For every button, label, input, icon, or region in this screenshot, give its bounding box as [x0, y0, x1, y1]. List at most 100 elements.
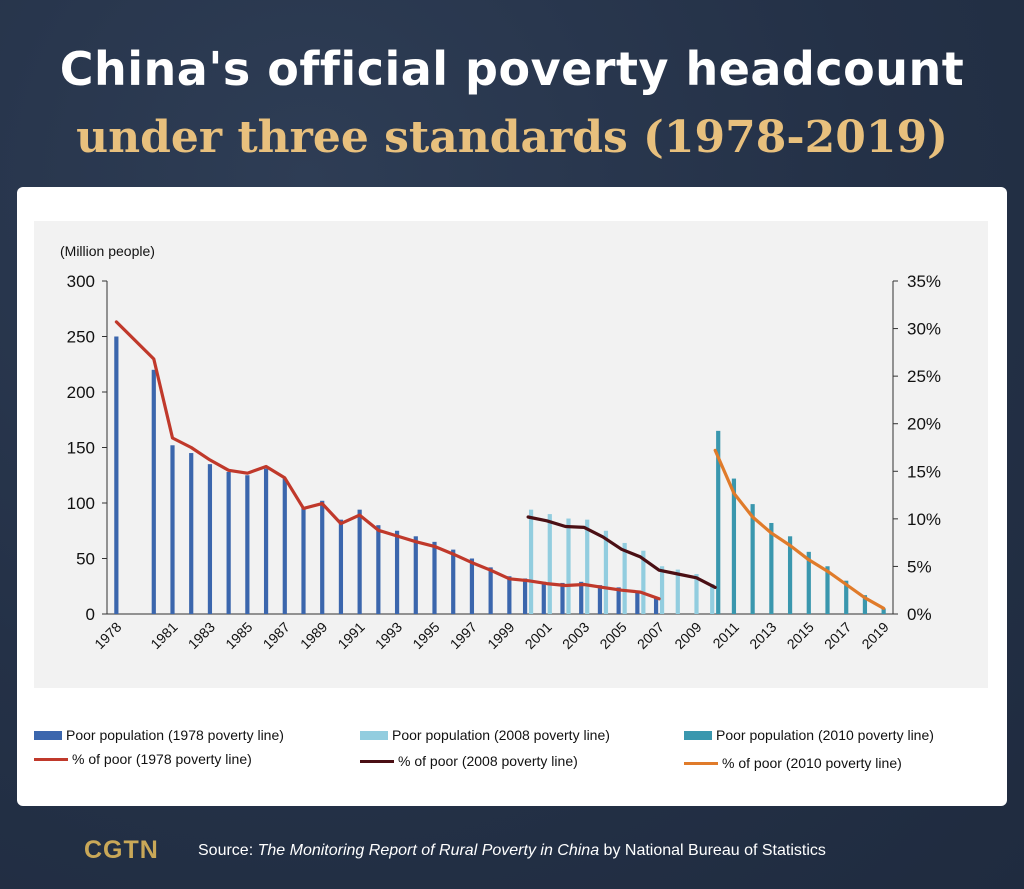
bar-2008-2008 — [675, 569, 680, 614]
bar-1978-2007 — [653, 597, 659, 614]
y-tick-label-left: 150 — [67, 439, 95, 458]
legend-swatch-line-2008 — [360, 759, 394, 763]
bar-2010-2014 — [787, 536, 793, 614]
legend-swatch-bar-1978 — [34, 730, 62, 740]
legend-item-bar-2010: Poor population (2010 poverty line) — [684, 727, 934, 743]
bar-2010-2010 — [716, 430, 721, 614]
y-tick-label-right: 5% — [907, 557, 932, 576]
x-tick-label: 1985 — [222, 619, 255, 652]
legend-label: Poor population (2008 poverty line) — [392, 727, 610, 743]
bar-2010-2011 — [731, 478, 737, 614]
legend-item-line-2008: % of poor (2008 poverty line) — [360, 753, 578, 769]
x-tick-label: 1993 — [372, 619, 405, 652]
bar-1978-2000 — [522, 578, 528, 614]
bar-1978-1987 — [282, 478, 287, 614]
line-2008 — [526, 515, 717, 590]
bar-2008-2010 — [710, 584, 715, 614]
bar-1978-2003 — [579, 581, 584, 614]
x-tick-label: 2005 — [596, 619, 629, 652]
y-tick-label-left: 250 — [67, 328, 95, 347]
bar-2010-2013 — [769, 522, 774, 614]
bar-1978-1995 — [432, 541, 437, 614]
x-tick-label: 1989 — [297, 619, 330, 652]
source-prefix: Source: — [198, 842, 258, 859]
x-tick-label: 2003 — [559, 619, 592, 652]
bar-1978-1990 — [338, 519, 344, 614]
x-tick-label: 2011 — [709, 619, 742, 652]
x-tick-label: 1995 — [409, 619, 442, 652]
x-tick-label: 2007 — [634, 619, 667, 652]
bar-1978-2006 — [635, 590, 640, 614]
legend-swatch-bar-2008 — [360, 730, 388, 740]
line-2010 — [713, 448, 886, 610]
x-tick-label: 2009 — [671, 619, 704, 652]
bar-1978-1997 — [469, 558, 475, 614]
y-tick-label-right: 20% — [907, 415, 941, 434]
legend-item-line-2010: % of poor (2010 poverty line) — [684, 755, 902, 771]
bar-2008-2000 — [528, 509, 534, 614]
x-tick-label: 1978 — [91, 619, 124, 652]
x-tick-label: 1999 — [484, 619, 517, 652]
bar-2008-2009 — [694, 574, 699, 614]
bar-1978-1986 — [263, 468, 269, 614]
line-1978 — [114, 320, 661, 601]
legend-swatch-line-1978 — [34, 757, 68, 761]
y-tick-label-right: 10% — [907, 510, 941, 529]
source-suffix: by National Bureau of Statistics — [599, 842, 826, 859]
bar-1978-1985 — [245, 475, 250, 614]
bar-1978-1998 — [488, 567, 493, 614]
bar-1978-1980 — [151, 369, 156, 614]
legend-swatch-line-2010 — [684, 761, 718, 765]
source-title: The Monitoring Report of Rural Poverty i… — [257, 842, 600, 859]
legend-label: % of poor (2010 poverty line) — [722, 755, 902, 771]
y-tick-label-left: 50 — [76, 550, 95, 569]
bar-1978-1989 — [320, 500, 325, 614]
legend-label: % of poor (1978 poverty line) — [72, 751, 252, 767]
legend-item-bar-1978: Poor population (1978 poverty line) — [34, 727, 284, 743]
x-tick-label: 2001 — [522, 619, 555, 652]
x-tick-label: 2019 — [858, 619, 891, 652]
x-tick-label: 1987 — [260, 619, 293, 652]
bar-2010-2012 — [750, 504, 755, 614]
bar-1978-2002 — [560, 582, 565, 614]
x-tick-label: 2017 — [821, 619, 854, 652]
bar-2008-2005 — [622, 542, 627, 614]
bar-2010-2016 — [825, 566, 830, 614]
x-tick-label: 1997 — [447, 619, 480, 652]
y-tick-label-right: 15% — [907, 462, 941, 481]
bar-1978-1993 — [394, 530, 400, 614]
bar-2008-2007 — [659, 566, 665, 614]
legend-item-bar-2008: Poor population (2008 poverty line) — [360, 727, 610, 743]
bar-1978-1982 — [189, 453, 194, 614]
bar-1978-1981 — [170, 445, 175, 614]
y-tick-label-right: 0% — [907, 605, 932, 624]
bar-2010-2019 — [881, 608, 886, 614]
y-tick-label-left: 0 — [86, 605, 95, 624]
cgtn-logo: CGTN — [84, 836, 159, 864]
x-tick-label: 1981 — [147, 619, 180, 652]
legend-item-line-1978: % of poor (1978 poverty line) — [34, 751, 252, 767]
bar-2010-2017 — [844, 580, 849, 614]
source-note: Source: The Monitoring Report of Rural P… — [198, 842, 826, 860]
y-tick-label-left: 100 — [67, 494, 95, 513]
bar-1978-1999 — [507, 576, 512, 614]
bar-2008-2004 — [603, 530, 609, 614]
bar-2010-2015 — [806, 551, 811, 614]
x-tick-label: 1991 — [334, 619, 367, 652]
title-line-1: China's official poverty headcount — [59, 42, 965, 96]
y-tick-label-right: 35% — [907, 272, 941, 291]
x-tick-label: 2015 — [784, 619, 817, 652]
bar-1978-1978 — [114, 336, 119, 614]
y-axis-unit-label: (Million people) — [60, 243, 155, 259]
bar-1978-1991 — [357, 509, 362, 614]
bar-2008-2002 — [566, 518, 571, 614]
x-tick-label: 2013 — [746, 619, 779, 652]
y-tick-label-left: 200 — [67, 383, 95, 402]
bar-2010-2018 — [862, 595, 868, 614]
bar-1978-1992 — [376, 525, 381, 614]
bar-1978-1994 — [413, 536, 418, 614]
y-tick-label-right: 25% — [907, 367, 941, 386]
bar-1978-2005 — [616, 587, 621, 614]
bar-1978-1984 — [226, 471, 231, 614]
